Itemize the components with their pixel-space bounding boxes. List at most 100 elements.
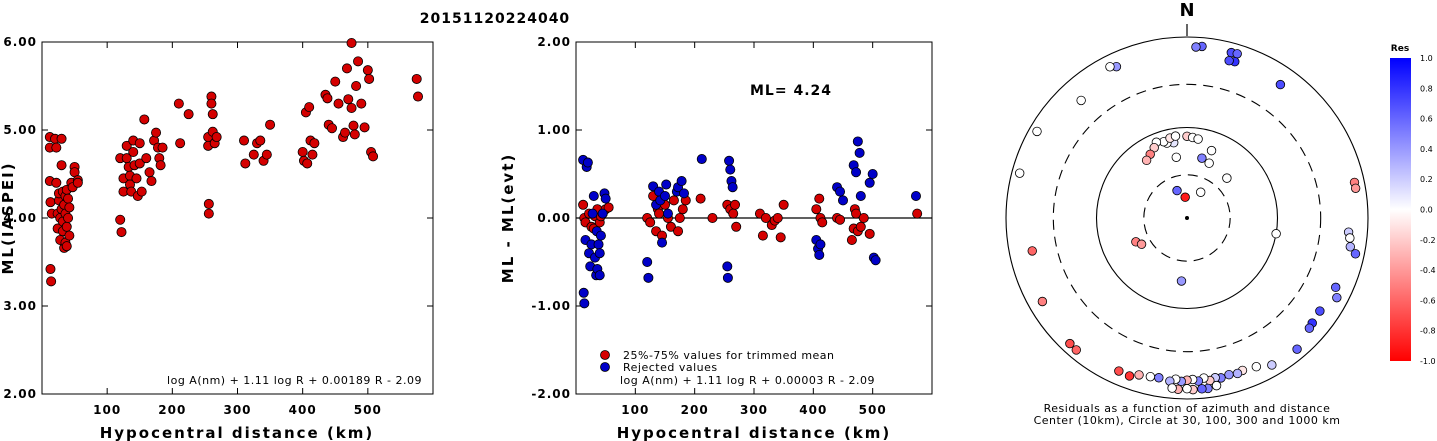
station-marker: [1345, 233, 1355, 243]
data-point: [814, 249, 825, 260]
station-marker: [1154, 373, 1164, 383]
data-point: [662, 208, 673, 219]
x-axis-label: Hypocentral distance (km): [617, 424, 892, 441]
legend-label-rejected: Rejected values: [623, 361, 718, 374]
station-marker: [1076, 95, 1086, 106]
station-marker: [1197, 153, 1207, 163]
colorbar-tick-label: -0.2: [1420, 236, 1436, 245]
data-point: [240, 158, 251, 169]
data-point: [731, 221, 742, 232]
data-point: [348, 120, 359, 131]
x-tick-label: 300: [223, 403, 251, 417]
legend: 25%-75% values for trimmed mean Rejected…: [600, 349, 834, 374]
station-marker: [1124, 371, 1135, 381]
data-point: [353, 56, 364, 67]
data-point: [121, 140, 132, 151]
data-point: [852, 136, 863, 147]
station-marker: [1345, 242, 1356, 252]
data-point: [203, 198, 214, 209]
station-marker: [1315, 306, 1325, 316]
data-point: [772, 212, 783, 223]
colorbar-title: Res: [1391, 44, 1409, 54]
data-point: [131, 173, 142, 184]
data-point: [61, 221, 72, 232]
figure-title: 20151120224040: [420, 11, 570, 27]
north-label: N: [1179, 0, 1194, 21]
data-point: [239, 135, 250, 146]
data-point: [368, 151, 379, 162]
y-tick-label: -2.00: [531, 387, 571, 401]
station-marker: [1071, 345, 1081, 355]
x-tick-label: 400: [799, 403, 827, 417]
station-marker: [1211, 380, 1222, 391]
data-point: [730, 199, 741, 210]
colorbar-tick-label: 0.4: [1420, 145, 1433, 154]
colorbar-tick-label: 0.0: [1420, 206, 1433, 215]
data-point: [854, 147, 865, 158]
data-point: [870, 255, 881, 266]
station-marker: [1182, 384, 1192, 394]
data-point: [864, 177, 875, 188]
station-marker: [1206, 145, 1217, 156]
data-point: [643, 272, 654, 283]
data-point: [912, 208, 923, 219]
data-point: [45, 197, 56, 208]
data-point: [595, 230, 606, 241]
station-marker: [1105, 62, 1115, 72]
data-point: [722, 261, 733, 272]
data-point: [858, 212, 869, 223]
data-point: [855, 190, 866, 201]
y-axis-label: ML - ML(evt): [499, 153, 517, 283]
station-marker: [1232, 368, 1243, 379]
data-point: [207, 109, 218, 120]
data-point: [302, 158, 313, 169]
station-marker: [1134, 370, 1144, 380]
station-marker: [1037, 296, 1048, 307]
colorbar-ticks: 1.0 0.8 0.6 0.4 0.2 0.0 -0.2 -0.4 -0.6 -0.8 -1.0: [1420, 54, 1436, 366]
legend-marker-trimmed: [600, 350, 610, 360]
station-marker: [1292, 344, 1302, 354]
colorbar-tick-label: 0.8: [1420, 84, 1433, 93]
data-point: [654, 208, 665, 219]
magnitude-distance-plot: 2.00 3.00 4.00 5.00 6.00 100 200 300 400 500 log…: [0, 35, 434, 441]
azimuth-residual-plot: N Residuals as a function of azimuth and…: [1005, 0, 1369, 427]
data-point: [696, 154, 707, 165]
data-point: [661, 179, 672, 190]
data-point: [411, 73, 422, 84]
y-tick-label: -1.00: [531, 299, 571, 313]
station-marker: [1172, 185, 1182, 196]
data-point: [678, 188, 689, 199]
distance-ring: [1005, 36, 1369, 400]
data-point: [64, 202, 75, 213]
data-point: [362, 65, 373, 76]
data-point: [56, 133, 67, 144]
data-point: [340, 127, 351, 138]
y-tick-label: 6.00: [3, 35, 37, 49]
data-point: [668, 195, 679, 206]
data-point: [588, 190, 599, 201]
y-axis: 2.00 3.00 4.00 5.00 6.00: [3, 35, 433, 401]
station-marker: [1136, 239, 1147, 249]
data-point: [593, 239, 604, 250]
station-marker: [1145, 371, 1156, 382]
data-point: [134, 158, 145, 169]
data-point: [206, 98, 217, 109]
data-point: [136, 186, 147, 197]
data-point: [851, 208, 862, 219]
data-point: [330, 76, 341, 87]
formula-text: log A(nm) + 1.11 log R + 0.00003 R - 2.0…: [620, 374, 875, 387]
data-point: [587, 208, 598, 219]
y-tick-label: 3.00: [3, 299, 37, 313]
data-point: [707, 212, 718, 223]
data-point: [346, 38, 357, 49]
station-marker: [1176, 276, 1187, 286]
data-point: [146, 176, 157, 187]
data-point: [855, 221, 866, 232]
data-point: [351, 81, 362, 92]
formula-text: log A(nm) + 1.11 log R + 0.00189 R - 2.0…: [167, 374, 422, 387]
data-point: [115, 214, 126, 225]
data-point: [725, 164, 736, 175]
data-point: [297, 146, 308, 157]
station-marker: [1171, 152, 1181, 162]
